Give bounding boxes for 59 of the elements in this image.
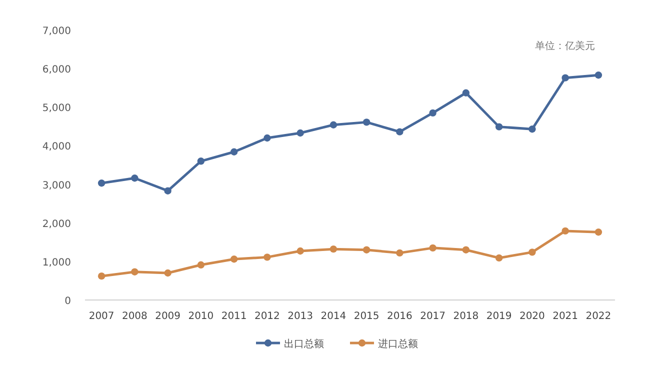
x-tick-label: 2018 <box>453 311 479 322</box>
point <box>495 123 503 130</box>
legend-label: 进口总额 <box>378 338 418 350</box>
point <box>330 121 338 128</box>
point <box>528 126 536 133</box>
point <box>429 109 436 117</box>
point <box>362 118 370 126</box>
point <box>296 247 304 255</box>
point <box>495 254 503 262</box>
y-tick-label: 7,000 <box>42 26 71 37</box>
point <box>562 227 569 235</box>
point <box>562 74 569 82</box>
y-tick-label: 1,000 <box>42 257 71 268</box>
x-tick-label: 2019 <box>486 311 512 322</box>
point <box>528 248 536 256</box>
point <box>264 254 271 261</box>
point <box>197 261 205 268</box>
legend-label: 出口总额 <box>284 338 324 350</box>
x-tick-label: 2007 <box>88 311 114 322</box>
point <box>396 128 404 136</box>
y-tick-label: 0 <box>64 296 71 307</box>
x-tick-label: 2017 <box>420 311 446 322</box>
point <box>164 187 172 194</box>
y-tick-label: 4,000 <box>42 142 71 153</box>
point <box>164 269 172 277</box>
point <box>264 134 271 142</box>
y-tick-label: 2,000 <box>42 218 71 230</box>
x-tick-label: 2010 <box>188 311 214 322</box>
x-tick-label: 2014 <box>320 311 346 322</box>
point <box>230 148 238 156</box>
point <box>594 228 602 236</box>
point <box>594 72 602 79</box>
x-tick-label: 2011 <box>221 311 247 322</box>
point <box>429 244 436 252</box>
x-tick-label: 2013 <box>288 311 314 322</box>
point <box>330 245 338 253</box>
x-tick-label: 2021 <box>552 311 578 322</box>
x-tick-label: 2008 <box>122 311 148 322</box>
point <box>362 246 370 254</box>
point <box>462 246 470 254</box>
x-tick-label: 2016 <box>386 311 412 322</box>
point <box>296 129 304 137</box>
point <box>131 174 138 182</box>
point <box>462 89 470 96</box>
point <box>197 158 205 165</box>
annotation: 单位：亿美元 <box>535 40 595 52</box>
point <box>98 272 106 280</box>
y-tick-label: 3,000 <box>42 180 71 192</box>
x-tick-label: 2012 <box>254 311 280 322</box>
x-tick-label: 2020 <box>519 311 545 322</box>
y-tick-label: 6,000 <box>42 64 71 76</box>
point <box>98 180 106 187</box>
y-tick-label: 5,000 <box>42 103 71 114</box>
x-tick-label: 2015 <box>354 311 380 322</box>
point <box>131 268 138 276</box>
x-tick-label: 2022 <box>586 311 612 322</box>
x-tick-label: 2009 <box>155 311 181 322</box>
point <box>396 249 404 257</box>
point <box>230 256 238 263</box>
